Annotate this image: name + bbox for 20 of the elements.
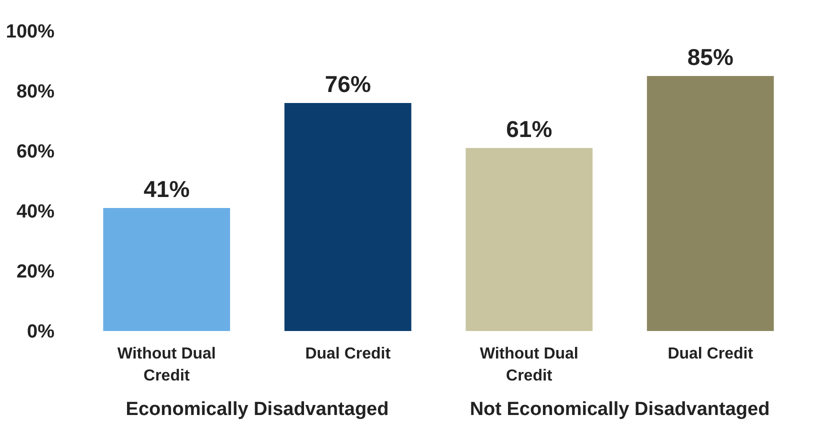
data-label: 76% [324, 71, 371, 97]
bar [646, 76, 774, 331]
x-tick-label: Dual Credit [305, 346, 392, 362]
data-label: 41% [144, 176, 190, 202]
x-tick-label: Dual Credit [668, 346, 754, 362]
bar [103, 208, 230, 331]
text: Not Economically Disadvantaged [470, 399, 770, 420]
y-tick-label: 60% [16, 142, 55, 162]
y-tick-label: 80% [16, 82, 55, 102]
y-tick-label: 20% [16, 262, 55, 282]
x-tick-label: Without Dual Credit [117, 346, 216, 384]
y-tick-label: 0% [27, 322, 55, 342]
x-tick-label: Without Dual Credit [480, 346, 578, 384]
y-tick-label: 100% [6, 22, 55, 42]
bar [284, 103, 412, 331]
data-label: 61% [506, 116, 552, 142]
data-label: 85% [687, 44, 734, 70]
text: Economically Disadvantaged [126, 399, 389, 420]
bar [466, 148, 593, 331]
y-tick-label: 40% [16, 202, 55, 222]
